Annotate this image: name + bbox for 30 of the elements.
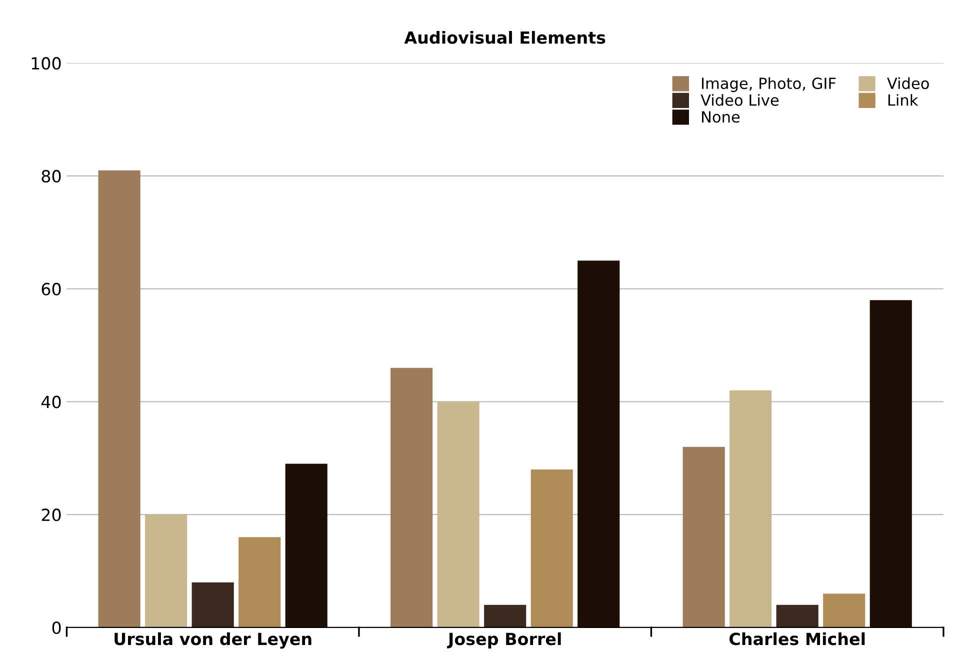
y-tick-label: 20 [42,508,61,522]
bar [823,594,866,628]
y-tick-label: 60 [42,282,61,296]
bar [390,368,433,628]
x-tick-label: Josep Borrel [447,632,561,648]
y-tick-label: 0 [52,621,61,634]
bar [192,582,234,628]
bar [437,402,480,628]
bar [530,469,573,628]
y-tick-label: 40 [41,396,61,408]
y-tick-label: 80 [42,170,61,183]
bar [484,604,526,628]
bar [682,446,725,628]
legend-label: Link [888,94,918,106]
legend-label: Video [887,77,929,90]
y-tick-label: 100 [32,57,61,70]
bar [776,604,818,628]
bar [285,464,328,628]
bar [238,537,281,628]
bar [145,514,188,628]
bar [578,260,620,628]
bar [870,300,912,628]
bar [98,170,140,628]
legend-label: Image, Photo, GIF [702,77,836,92]
x-tick-label: Ursula von der Leyen [114,632,312,649]
bar [730,390,772,628]
chart-title: Audiovisual Elements [404,30,606,44]
legend-label: None [702,111,740,123]
legend-label: Video Live [700,94,779,106]
x-tick-label: Charles Michel [729,632,865,646]
